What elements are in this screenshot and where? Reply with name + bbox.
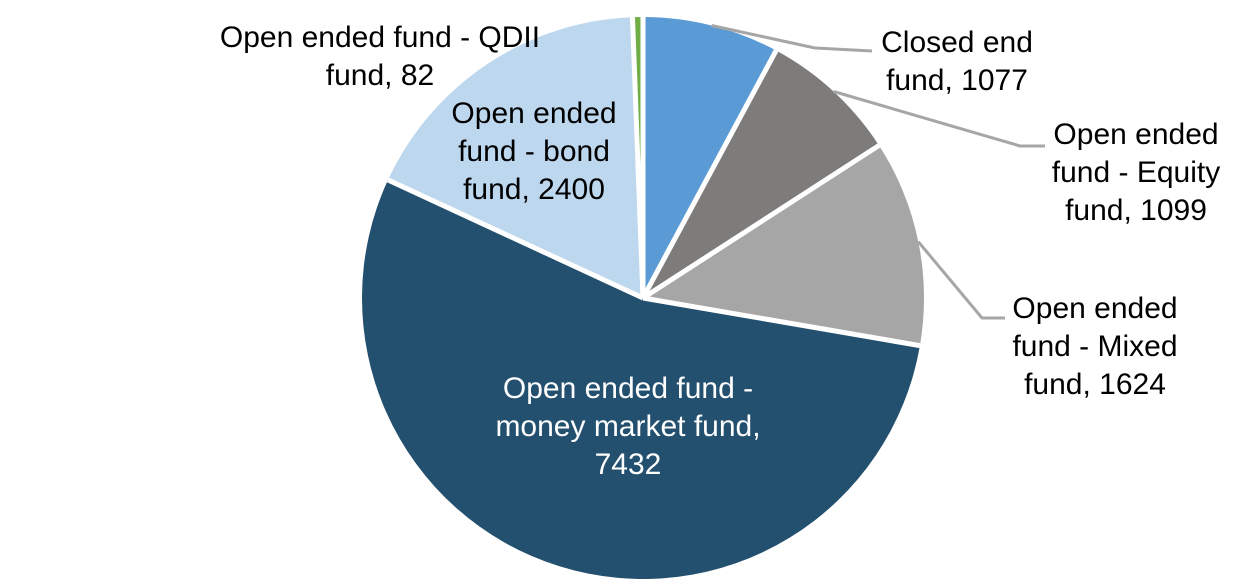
pie-slice-closed-end-fund — [643, 17, 777, 298]
slice-label-line: fund, 1099 — [1065, 194, 1207, 227]
slice-label-open-ended-money-market-fund: Open ended fund - money market fund, 7432 — [495, 370, 760, 484]
slice-label-closed-end-fund: Closed end fund, 1077 — [881, 24, 1033, 100]
slice-label-line: fund, 1624 — [1024, 368, 1166, 401]
slice-label-open-ended-equity-fund: Open ended fund - Equity fund, 1099 — [1052, 116, 1220, 230]
slice-label-line: fund - Mixed — [1012, 330, 1178, 363]
slice-label-line: fund, 2400 — [463, 173, 605, 206]
pie-slice-open-ended-mixed-fund — [643, 145, 925, 346]
slice-separator — [629, 17, 646, 299]
slice-separator — [642, 295, 921, 349]
slice-label-line: Open ended — [1053, 118, 1219, 151]
slice-label-open-ended-mixed-fund: Open ended fund - Mixed fund, 1624 — [1012, 290, 1177, 404]
slice-label-line: Open ended — [1012, 292, 1178, 325]
slice-label-line: Open ended fund - QDII — [219, 21, 541, 54]
pie-slice-open-ended-equity-fund — [643, 50, 879, 298]
leader-line-open-ended-equity-fund — [833, 90, 1045, 148]
slice-label-line: Open ended fund - — [502, 372, 754, 405]
slice-label-line: fund, 82 — [325, 59, 435, 92]
slice-label-open-ended-bond-fund: Open ended fund - bond fund, 2400 — [451, 95, 616, 209]
leader-line-open-ended-mixed-fund — [917, 240, 1005, 320]
slice-label-open-ended-qdii-fund: Open ended fund - QDII fund, 82 — [220, 19, 540, 95]
slice-separator — [386, 177, 645, 301]
slice-label-line: money market fund, — [495, 410, 761, 443]
slice-separator — [640, 49, 779, 300]
slice-label-line: 7432 — [594, 448, 662, 481]
pie-slice-open-ended-bond-fund — [388, 17, 643, 298]
slice-label-line: fund, 1077 — [886, 64, 1028, 97]
slice-label-line: Closed end — [881, 26, 1033, 59]
pie-slice-open-ended-money-market-fund — [362, 179, 920, 580]
slice-label-line: fund - bond — [458, 135, 610, 168]
slice-label-line: fund - Equity — [1051, 156, 1221, 189]
slice-separator — [641, 143, 881, 301]
slice-label-line: Open ended — [451, 97, 617, 130]
leader-line-closed-end-fund — [711, 24, 873, 53]
